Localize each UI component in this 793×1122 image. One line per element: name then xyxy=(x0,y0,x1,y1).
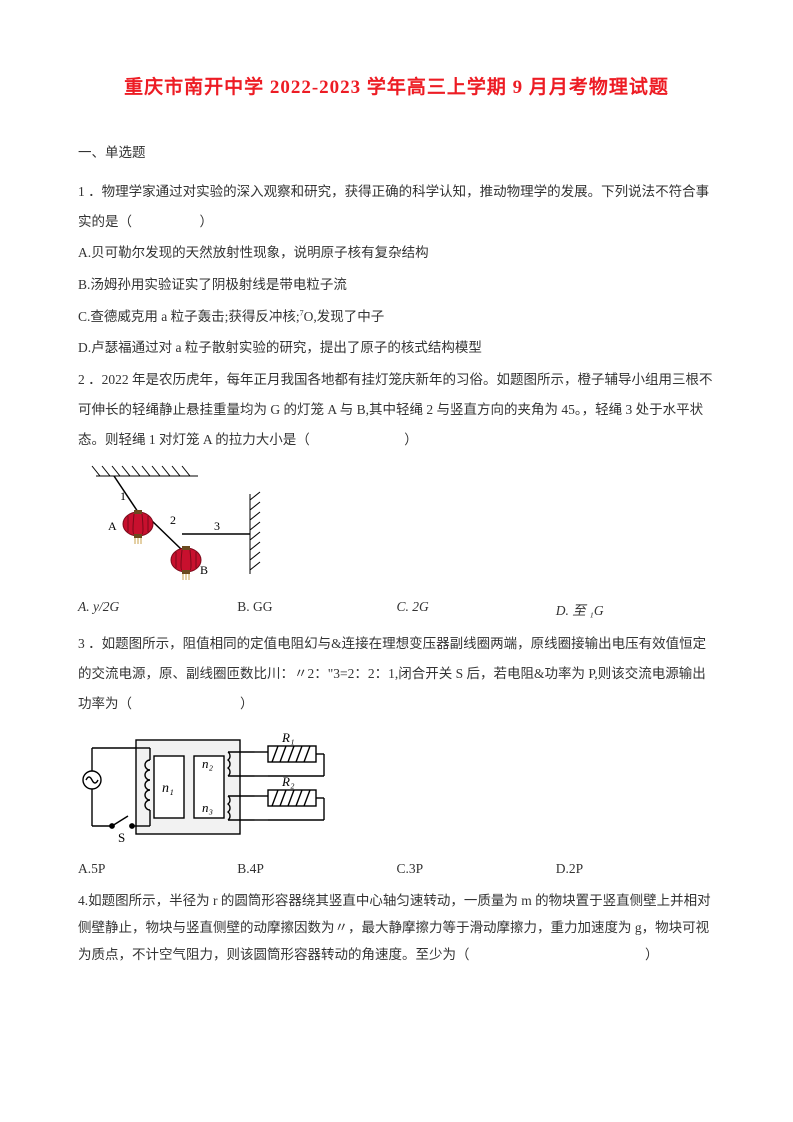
label-r1: R₁ xyxy=(281,730,294,745)
q2-options: A. y/2G B. GG C. 2G D. 至 ₁G xyxy=(78,599,715,619)
label-n3: n₃ xyxy=(202,800,213,815)
q1-opt-c: C.查德威克用 a 粒子轰击;获得反冲核;7O,发现了中子 xyxy=(78,302,715,332)
q1-optc-post: O,发现了中子 xyxy=(304,309,385,324)
q2-stem: 2 ．2022 年是农历虎年，每年正月我国各地都有挂灯笼庆新年的习俗。如题图所示… xyxy=(78,365,715,454)
q2-opt-b: B. GG xyxy=(237,599,396,619)
q3-options: A.5P B.4P C.3P D.2P xyxy=(78,861,715,877)
q1-opt-d: D.卢瑟福通过对 a 粒子散射实验的研究，提出了原子的核式结构模型 xyxy=(78,333,715,363)
q2-opt-a-text: A. y/2G xyxy=(78,599,119,614)
q1-opt-a: A.贝可勒尔发现的天然放射性现象，说明原子核有复杂结构 xyxy=(78,238,715,268)
label-r2: R₂ xyxy=(281,774,295,789)
q3-opt-b-text: B.4P xyxy=(237,861,264,876)
q1-opt-b: B.汤姆孙用实验证实了阴极射线是带电粒子流 xyxy=(78,270,715,300)
label-b: B xyxy=(200,563,208,577)
q3-opt-a: A.5P xyxy=(78,861,237,877)
q3-stem: 3 ．如题图所示，阻值相同的定值电阻幻与&连接在理想变压器副线圈两端，原线圈接输… xyxy=(78,629,715,718)
q1-stem: 1 ．物理学家通过对实验的深入观察和研究，获得正确的科学认知，推动物理学的发展。… xyxy=(78,177,715,236)
label-n2: n₂ xyxy=(202,756,214,771)
transformer-diagram: S n₁ n₂ n₃ R₁ xyxy=(78,728,338,846)
q2-opt-a: A. y/2G xyxy=(78,599,237,619)
lantern-diagram: 1 2 3 A B xyxy=(78,464,268,584)
q2-opt-c: C. 2G xyxy=(397,599,556,619)
label-2: 2 xyxy=(170,513,176,527)
q3-opt-a-text: A.5P xyxy=(78,861,105,876)
q1-optc-pre: C.查德威克用 a 粒子轰击;获得反冲核; xyxy=(78,309,300,324)
q2-opt-d-text: D. 至 ₁G xyxy=(556,603,604,618)
page-title: 重庆市南开中学 2022-2023 学年高三上学期 9 月月考物理试题 xyxy=(78,72,715,99)
q3-figure: S n₁ n₂ n₃ R₁ xyxy=(78,728,715,851)
q2-opt-d: D. 至 ₁G xyxy=(556,599,715,619)
section-heading: 一、单选题 xyxy=(78,141,715,161)
q3-opt-b: B.4P xyxy=(237,861,396,877)
q2-figure: 1 2 3 A B xyxy=(78,464,715,589)
label-s: S xyxy=(118,830,125,845)
q3-opt-c: C.3P xyxy=(397,861,556,877)
lantern-b-icon xyxy=(171,546,201,580)
q3-opt-d-text: D.2P xyxy=(556,861,583,876)
q3-opt-c-text: C.3P xyxy=(397,861,424,876)
label-a: A xyxy=(108,519,117,533)
lantern-a-icon xyxy=(123,510,153,544)
label-3: 3 xyxy=(214,519,220,533)
q2-opt-c-text: C. 2G xyxy=(397,599,429,614)
q4-stem: 4.如题图所示，半径为 r 的圆筒形容器绕其竖直中心轴匀速转动，一质量为 m 的… xyxy=(78,887,715,968)
label-n1: n₁ xyxy=(162,781,174,796)
label-1: 1 xyxy=(120,489,126,503)
q3-opt-d: D.2P xyxy=(556,861,715,877)
